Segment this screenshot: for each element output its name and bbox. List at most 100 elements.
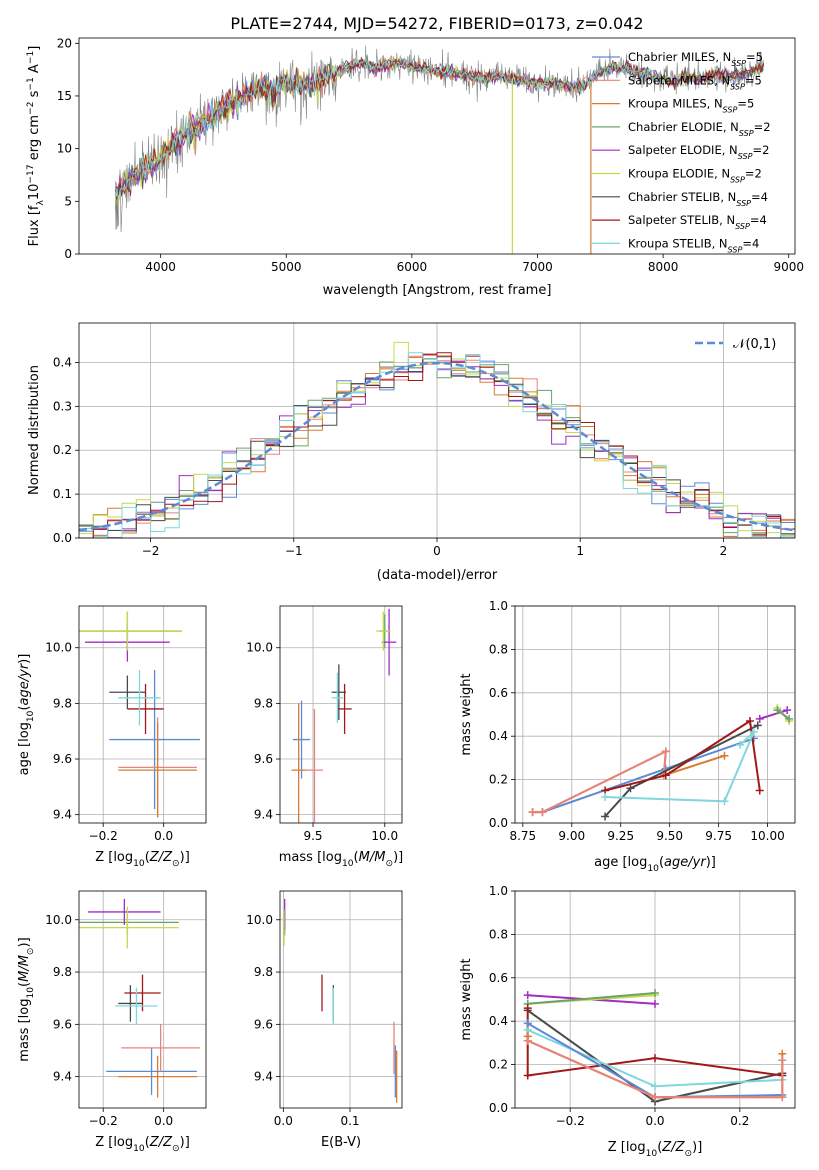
- y-tick-label: 9.4: [53, 1070, 72, 1084]
- weight-line: [776, 709, 790, 720]
- axes-frame: [78, 37, 796, 255]
- x-tick-label: 9000: [773, 260, 804, 274]
- weight-marker: [755, 714, 764, 723]
- axes-frame: [279, 605, 403, 824]
- y-tick-label: 9.8: [254, 965, 273, 979]
- weight-line: [532, 749, 667, 814]
- plot-z_age: −0.2 0.0 9.4 9.6 9.8 10.0 Z [log10(Z/Z⊙)] age […: [17, 605, 207, 869]
- y-tick-label: 10.0: [45, 641, 72, 655]
- weight-marker: [523, 1036, 532, 1045]
- legend-label: Chabrier MILES, NSSP=5: [628, 50, 763, 68]
- y-tick-label: 10.0: [246, 913, 273, 927]
- x-axis-label: E(B-V): [321, 1135, 361, 1150]
- weight-marker: [749, 727, 758, 736]
- x-axis-label: Z [log10(Z/Z⊙)]: [95, 1135, 190, 1154]
- weight-line: [605, 731, 755, 803]
- x-tick-label: 7000: [522, 260, 553, 274]
- y-axis-label: mass weight: [459, 958, 474, 1040]
- y-tick-label: 0.2: [53, 443, 72, 457]
- weight-marker: [745, 717, 754, 726]
- legend-label: Salpeter MILES, NSSP=5: [628, 73, 762, 91]
- legend-label: Salpeter STELIB, NSSP=4: [628, 213, 767, 231]
- weight-marker: [773, 706, 782, 715]
- histogram-line: [79, 356, 795, 537]
- y-tick-label: 9.8: [53, 696, 72, 710]
- y-tick-label: 0.0: [489, 816, 508, 830]
- weight-marker: [720, 797, 729, 806]
- x-tick-label: −0.2: [89, 1114, 118, 1128]
- plot-area: [79, 898, 200, 1098]
- weight-marker: [661, 771, 670, 780]
- plot-area: [523, 988, 787, 1106]
- x-tick-label: 6000: [397, 260, 428, 274]
- x-tick-label: 9.25: [607, 829, 634, 843]
- axes-frame: [514, 605, 796, 824]
- axes-frame: [78, 605, 207, 824]
- x-tick-label: 9.5: [303, 829, 322, 843]
- x-axis-label: Z [log10(Z/Z⊙)]: [95, 850, 190, 869]
- y-tick-label: 9.8: [53, 965, 72, 979]
- weight-marker: [651, 1082, 659, 1091]
- y-tick-label: 0.8: [489, 642, 508, 656]
- x-tick-label: −2: [142, 544, 160, 558]
- y-tick-label: 0.4: [489, 1014, 508, 1028]
- plot-area: [79, 611, 200, 818]
- y-tick-label: 9.4: [254, 1070, 273, 1084]
- weight-marker: [523, 1019, 532, 1028]
- y-tick-label: 9.6: [53, 1017, 72, 1031]
- legend-label: Kroupa STELIB, NSSP=4: [628, 236, 759, 254]
- plot-residuals: −2 −1 0 1 2 0.0 0.1 0.2 0.3 0.4 𝒩(0,1) (data-model)…: [27, 322, 796, 583]
- plot-area: [114, 45, 765, 254]
- legend-label: Chabrier STELIB, NSSP=4: [628, 190, 768, 208]
- legend-label: 𝒩(0,1): [733, 337, 776, 352]
- y-tick-label: 5: [64, 194, 72, 208]
- weight-marker: [753, 721, 762, 730]
- x-tick-label: 0.2: [730, 1114, 749, 1128]
- axes-frame: [279, 890, 403, 1109]
- legend-label: Kroupa ELODIE, NSSP=2: [628, 167, 762, 185]
- y-tick-label: 0.3: [53, 399, 72, 413]
- y-tick-label: 20: [57, 36, 72, 50]
- plot-z_weight: −0.2 0.0 0.2 0.0 0.2 0.4 0.6 0.8 1.0 Z [log10(Z/Z…: [459, 884, 796, 1159]
- x-axis-label: (data-model)/error: [377, 568, 498, 583]
- weight-marker: [523, 1004, 532, 1013]
- plot-area: [528, 703, 794, 821]
- x-axis-label: mass [log10(M/M⊙)]: [279, 850, 403, 869]
- y-tick-label: 0.2: [489, 773, 508, 787]
- plot-area: [79, 341, 795, 538]
- weight-marker: [651, 988, 659, 997]
- y-tick-label: 0.4: [489, 729, 508, 743]
- y-tick-label: 10.0: [246, 641, 273, 655]
- weight-marker: [720, 751, 729, 760]
- weight-marker: [651, 1093, 659, 1102]
- y-tick-label: 1.0: [489, 599, 508, 613]
- legend-label: Kroupa MILES, NSSP=5: [628, 97, 754, 115]
- y-axis-label: Normed distribution: [27, 365, 42, 495]
- weight-marker: [538, 808, 547, 817]
- x-tick-label: 10.0: [371, 829, 398, 843]
- x-tick-label: 0.1: [340, 1114, 359, 1128]
- x-tick-label: 0.0: [645, 1114, 664, 1128]
- x-tick-label: 9.75: [705, 829, 732, 843]
- y-tick-label: 0.1: [53, 487, 72, 501]
- y-tick-label: 0: [64, 247, 72, 261]
- y-tick-label: 10.0: [45, 913, 72, 927]
- x-tick-label: 4000: [145, 260, 176, 274]
- axes-frame: [514, 890, 796, 1109]
- y-axis-label: mass [log10(M/M⊙)]: [17, 937, 36, 1061]
- weight-marker: [601, 812, 610, 821]
- y-tick-label: 9.4: [254, 808, 273, 822]
- y-tick-label: 9.6: [254, 1017, 273, 1031]
- y-tick-label: 0.2: [489, 1058, 508, 1072]
- weight-marker: [783, 706, 792, 715]
- plot-area: [291, 608, 397, 823]
- axes-frame: [78, 890, 207, 1109]
- x-tick-label: −0.2: [89, 829, 118, 843]
- weight-marker: [651, 999, 659, 1008]
- y-tick-label: 9.4: [53, 808, 72, 822]
- y-tick-label: 0.0: [489, 1101, 508, 1115]
- x-tick-label: 10.00: [750, 829, 784, 843]
- weight-marker: [601, 792, 610, 801]
- y-tick-label: 0.6: [489, 971, 508, 985]
